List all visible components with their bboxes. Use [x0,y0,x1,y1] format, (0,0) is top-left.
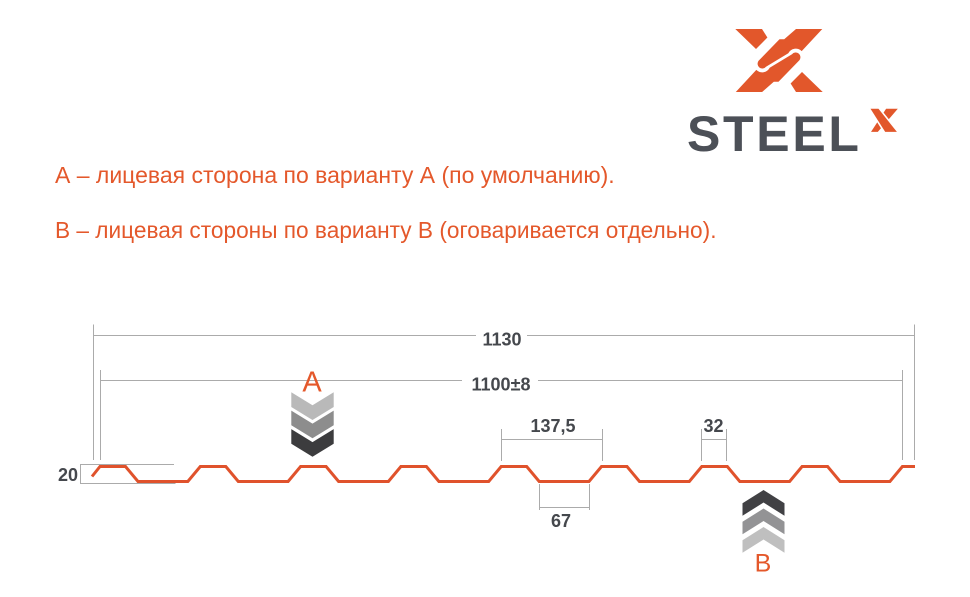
svg-text:137,5: 137,5 [530,416,575,436]
svg-text:А: А [302,366,322,398]
svg-text:32: 32 [703,416,723,436]
svg-text:1100±8: 1100±8 [472,375,531,395]
svg-text:67: 67 [551,511,571,531]
svg-text:1130: 1130 [482,330,521,350]
svg-text:20: 20 [58,465,78,485]
svg-text:В: В [755,549,772,577]
